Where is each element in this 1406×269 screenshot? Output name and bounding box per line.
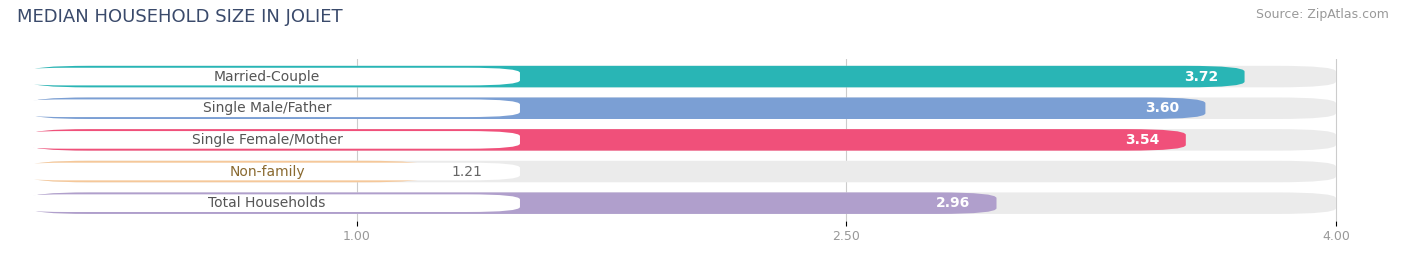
Text: 1.21: 1.21 — [451, 165, 482, 179]
Text: Total Households: Total Households — [208, 196, 326, 210]
FancyBboxPatch shape — [31, 66, 1336, 87]
FancyBboxPatch shape — [31, 192, 1336, 214]
FancyBboxPatch shape — [31, 97, 1205, 119]
Text: Single Male/Father: Single Male/Father — [202, 101, 332, 115]
FancyBboxPatch shape — [14, 194, 520, 212]
FancyBboxPatch shape — [31, 161, 1336, 182]
FancyBboxPatch shape — [14, 131, 520, 149]
FancyBboxPatch shape — [14, 68, 520, 86]
FancyBboxPatch shape — [31, 161, 426, 182]
Text: Single Female/Mother: Single Female/Mother — [191, 133, 343, 147]
Text: 3.60: 3.60 — [1144, 101, 1180, 115]
Text: MEDIAN HOUSEHOLD SIZE IN JOLIET: MEDIAN HOUSEHOLD SIZE IN JOLIET — [17, 8, 343, 26]
Text: Married-Couple: Married-Couple — [214, 70, 321, 84]
Text: Non-family: Non-family — [229, 165, 305, 179]
FancyBboxPatch shape — [31, 129, 1336, 151]
FancyBboxPatch shape — [14, 163, 520, 180]
Text: Source: ZipAtlas.com: Source: ZipAtlas.com — [1256, 8, 1389, 21]
FancyBboxPatch shape — [14, 100, 520, 117]
FancyBboxPatch shape — [31, 66, 1244, 87]
Text: 2.96: 2.96 — [936, 196, 970, 210]
FancyBboxPatch shape — [31, 97, 1336, 119]
FancyBboxPatch shape — [31, 192, 997, 214]
FancyBboxPatch shape — [31, 129, 1185, 151]
Text: 3.54: 3.54 — [1125, 133, 1160, 147]
Text: 3.72: 3.72 — [1184, 70, 1219, 84]
